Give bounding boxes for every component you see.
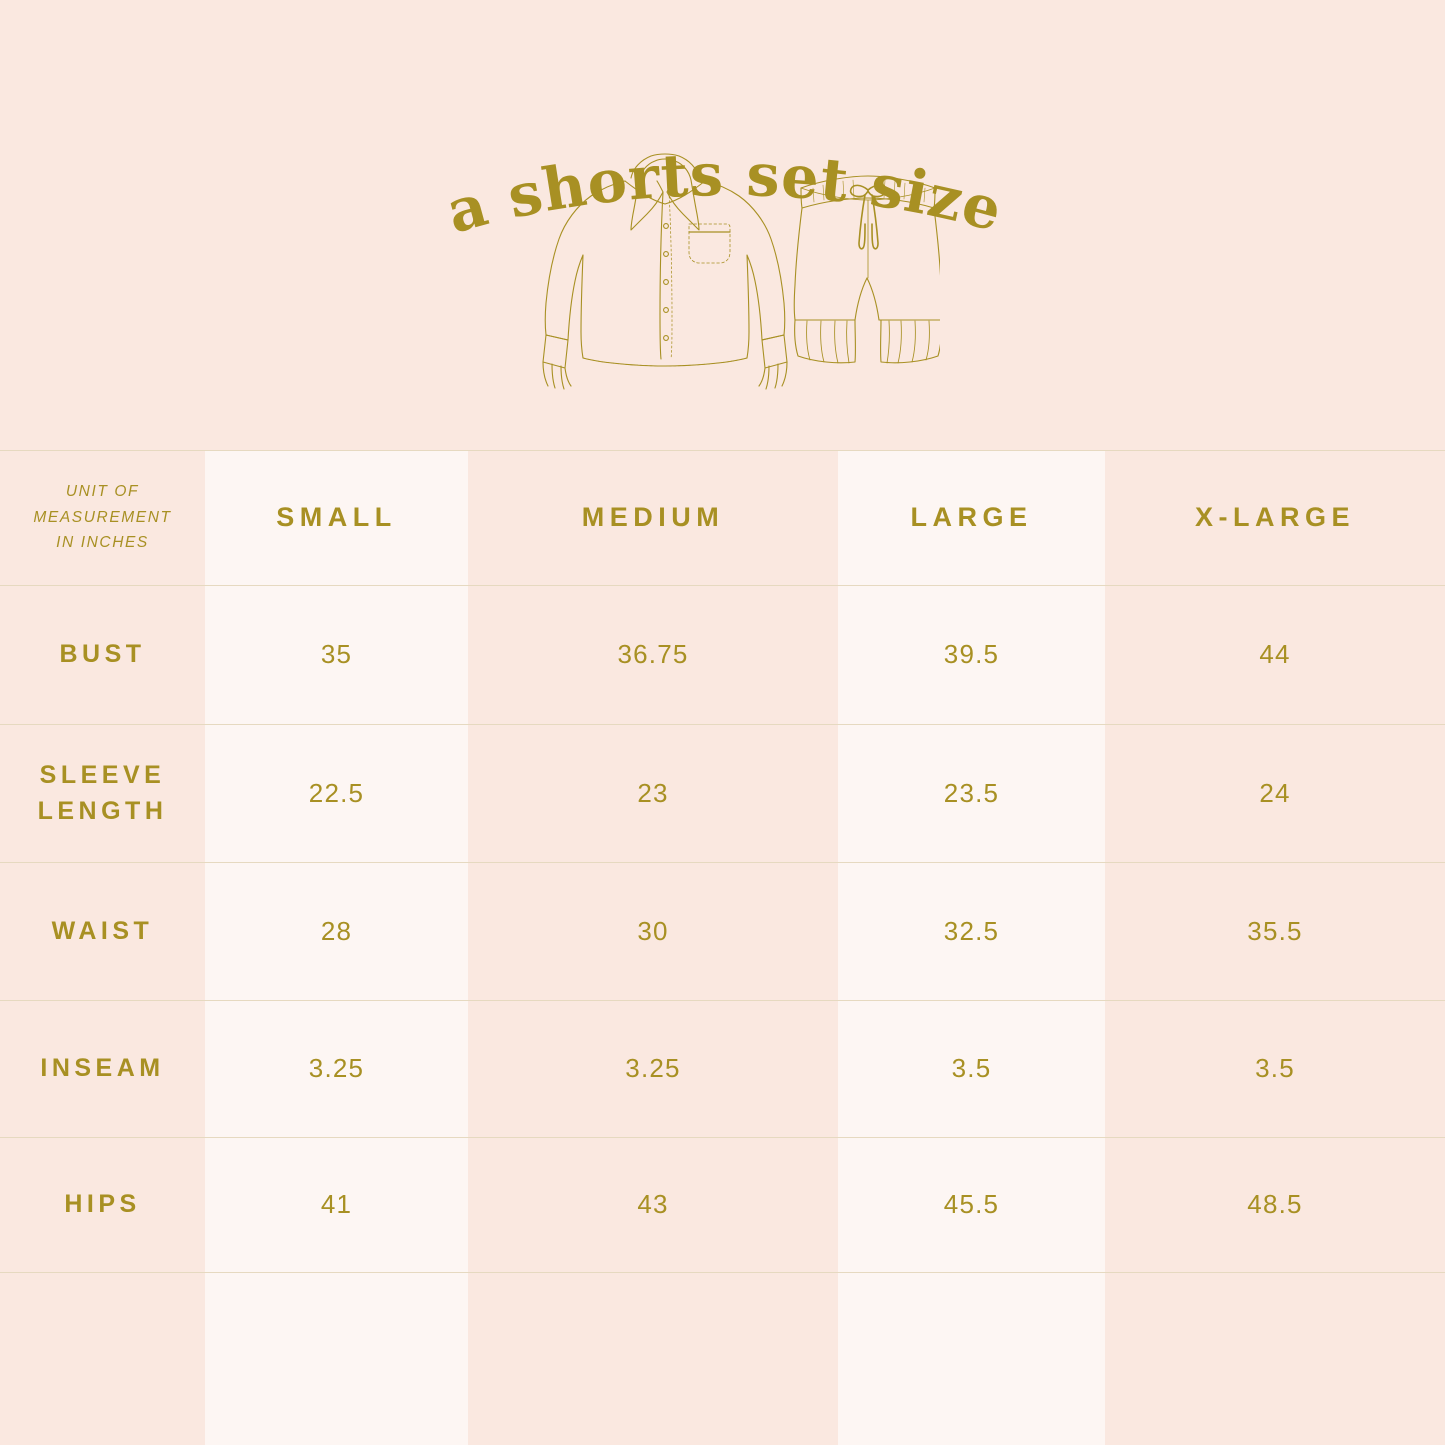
cell-sleeve-length-large: 23.5 [943, 777, 1000, 808]
empty-cell-xlarge [1105, 1272, 1445, 1445]
unit-label-line-3: IN INCHES [56, 534, 149, 552]
cell-waist-xlarge: 35.5 [1247, 915, 1303, 946]
unit-label-line-2: MEASUREMENT [33, 508, 172, 526]
table-header-row: UNIT OF MEASUREMENT IN INCHES SMALL MEDI… [0, 450, 1445, 585]
column-header-small: SMALL [276, 502, 397, 532]
row-divider [0, 862, 1445, 863]
table-row: INSEAM 3.25 3.25 3.5 3.5 [0, 1000, 1445, 1137]
row-divider [0, 1000, 1445, 1001]
cell-waist-medium: 30 [637, 915, 669, 946]
cell-hips-large: 45.5 [943, 1189, 1000, 1219]
row-label-hips: HIPS [64, 1190, 141, 1219]
cell-sleeve-length-small: 22.5 [308, 777, 365, 808]
row-divider [0, 724, 1445, 725]
row-divider [0, 1137, 1445, 1138]
column-header-large: LARGE [910, 502, 1033, 532]
cell-sleeve-length-medium: 23 [637, 777, 669, 808]
empty-cell-small [205, 1272, 468, 1445]
table-empty-row [0, 1272, 1445, 1445]
row-divider [0, 585, 1445, 586]
row-label-sleeve-length: SLEEVE LENGTH [37, 760, 168, 825]
cell-inseam-medium: 3.25 [625, 1053, 681, 1083]
unit-of-measurement-label: UNIT OF MEASUREMENT IN INCHES [0, 450, 205, 585]
cell-bust-small: 35 [320, 639, 353, 669]
hero-section: pajama shorts set size guide [0, 0, 1445, 450]
table-row: SLEEVE LENGTH 22.5 23 23.5 24 [0, 724, 1445, 862]
column-stripe-small [205, 450, 468, 1445]
empty-cell-large [838, 1272, 1105, 1445]
cell-bust-medium: 36.75 [617, 639, 689, 669]
row-divider [0, 1272, 1445, 1273]
size-chart-table: UNIT OF MEASUREMENT IN INCHES SMALL MEDI… [0, 450, 1445, 1445]
cell-sleeve-length-xlarge: 24 [1259, 777, 1291, 808]
table-grid [0, 450, 1445, 1445]
pajama-shorts-illustration [793, 175, 940, 364]
cell-bust-large: 39.5 [943, 639, 1000, 669]
cell-hips-medium: 43 [637, 1189, 669, 1219]
column-header-xlarge: X-LARGE [1195, 502, 1355, 532]
cell-waist-small: 28 [320, 915, 353, 946]
cell-inseam-xlarge: 3.5 [1255, 1053, 1295, 1083]
column-stripe-large [838, 450, 1105, 1445]
column-header-medium: MEDIUM [581, 502, 725, 532]
row-label-bust: BUST [59, 640, 146, 669]
page-title: pajama shorts set size guide [0, 28, 1009, 247]
table-row: BUST 35 36.75 39.5 44 [0, 585, 1445, 724]
table-top-rule [0, 450, 1445, 451]
cell-bust-xlarge: 44 [1259, 639, 1291, 669]
empty-cell-label [0, 1272, 205, 1445]
empty-cell-medium [468, 1272, 838, 1445]
table-row: WAIST 28 30 32.5 35.5 [0, 862, 1445, 1000]
cell-hips-small: 41 [320, 1189, 353, 1219]
cell-hips-xlarge: 48.5 [1247, 1189, 1303, 1219]
pajama-shirt-illustration [542, 153, 788, 390]
pajama-set-illustration [542, 153, 940, 390]
table-row: HIPS 41 43 45.5 48.5 [0, 1137, 1445, 1272]
cell-inseam-large: 3.5 [951, 1053, 992, 1083]
cell-inseam-small: 3.25 [308, 1053, 365, 1083]
cell-waist-large: 32.5 [943, 915, 1000, 946]
unit-label-line-1: UNIT OF [65, 483, 140, 501]
row-label-inseam: INSEAM [40, 1054, 165, 1083]
row-label-waist: WAIST [51, 916, 154, 945]
